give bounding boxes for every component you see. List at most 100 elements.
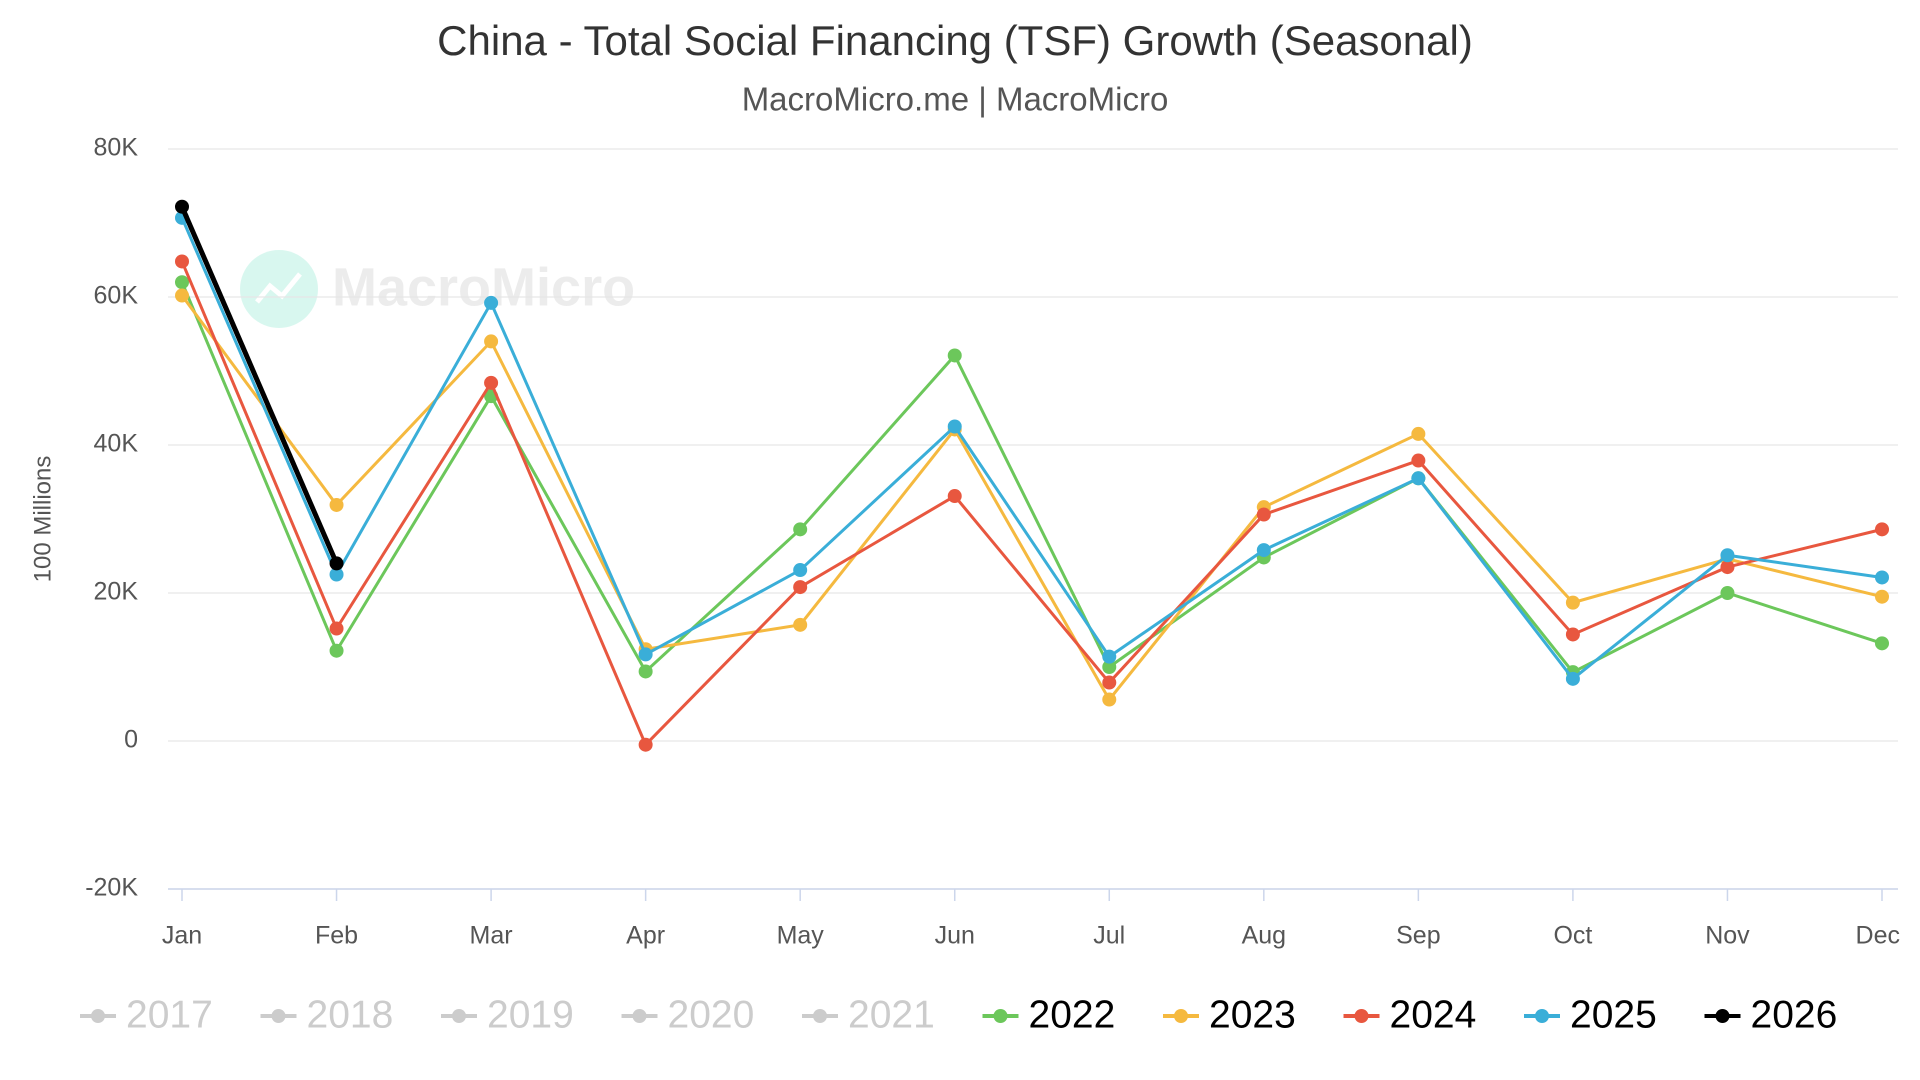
legend-label: 2019	[487, 993, 574, 1036]
data-point	[329, 643, 344, 658]
legend-label: 2020	[668, 993, 755, 1036]
data-point	[1875, 522, 1889, 537]
series-line	[179, 205, 339, 565]
data-point	[1720, 548, 1735, 563]
series-line	[180, 260, 1883, 748]
series	[175, 199, 344, 571]
data-point	[1565, 671, 1580, 686]
legend-label: 2018	[307, 993, 394, 1036]
data-point	[329, 497, 344, 512]
data-point	[1256, 543, 1271, 558]
data-point	[1875, 570, 1889, 585]
data-point	[947, 348, 962, 363]
y-tick-label: 40K	[94, 430, 139, 458]
legend-item: 2024	[1343, 993, 1477, 1036]
legend-item: 2020	[621, 993, 755, 1036]
legend-label: 2022	[1029, 993, 1116, 1036]
data-point	[1875, 636, 1889, 651]
x-tick-label: Apr	[626, 922, 665, 950]
watermark-logo	[240, 250, 318, 328]
data-point	[1411, 426, 1426, 441]
series-line	[180, 281, 1883, 675]
legend-marker	[632, 1009, 647, 1023]
data-point	[484, 334, 499, 349]
y-tick-label: 60K	[94, 282, 139, 310]
legend-marker	[1715, 1009, 1730, 1023]
legend-label: 2021	[848, 993, 935, 1036]
data-point	[793, 522, 808, 537]
legend-marker	[1174, 1009, 1188, 1023]
data-point	[947, 419, 962, 434]
y-tick-label: 0	[124, 726, 138, 754]
data-point	[1565, 627, 1580, 642]
chart-title: China - Total Social Financing (TSF) Gro…	[437, 17, 1473, 64]
data-point	[638, 737, 653, 752]
chart-subtitle: MacroMicro.me | MacroMicro	[742, 81, 1169, 118]
data-point	[329, 621, 344, 636]
data-point	[793, 563, 808, 578]
data-point	[1875, 589, 1889, 604]
data-point	[638, 647, 653, 662]
y-tick-label: 20K	[94, 578, 139, 606]
x-tick-label: Aug	[1242, 922, 1286, 950]
x-tick-label: Dec	[1856, 922, 1900, 950]
data-point	[484, 295, 499, 310]
data-point	[1411, 471, 1426, 486]
data-point	[329, 556, 344, 571]
legend-label: 2024	[1390, 993, 1477, 1036]
legend-marker	[993, 1009, 1008, 1023]
watermark-text: MacroMicro	[332, 257, 635, 317]
data-point	[1411, 453, 1426, 468]
legend-marker	[1354, 1009, 1369, 1023]
x-tick-label: Sep	[1396, 922, 1440, 950]
x-tick-label: Oct	[1553, 922, 1592, 950]
data-point	[1256, 507, 1271, 522]
legend-label: 2017	[126, 993, 213, 1036]
data-point	[1102, 660, 1117, 674]
legend-item: 2023	[1163, 993, 1296, 1036]
data-point	[1720, 586, 1735, 600]
legend-marker	[452, 1009, 466, 1023]
data-point	[175, 275, 189, 290]
legend-label: 2026	[1751, 993, 1838, 1036]
series	[175, 254, 1889, 752]
data-point	[175, 199, 189, 214]
legend-item: 2021	[802, 993, 935, 1036]
x-tick-label: Mar	[470, 922, 513, 950]
legend-item: 2025	[1524, 993, 1657, 1036]
x-tick-label: Jun	[935, 922, 975, 950]
series-line	[180, 294, 1883, 703]
data-point	[638, 664, 653, 679]
data-point	[484, 375, 499, 390]
data-point	[1102, 649, 1117, 664]
data-point	[1565, 595, 1580, 610]
y-axis-label: 100 Millions	[29, 456, 56, 583]
data-point	[947, 489, 962, 504]
legend-item: 2019	[441, 993, 574, 1036]
data-point	[329, 567, 344, 582]
x-tick-label: Nov	[1705, 922, 1750, 950]
data-point	[1720, 560, 1735, 575]
series	[175, 288, 1889, 707]
data-point	[793, 580, 808, 595]
legend-marker	[1535, 1009, 1549, 1023]
legend-item: 2017	[80, 993, 213, 1036]
legend-label: 2023	[1209, 993, 1296, 1036]
watermark: MacroMicro	[240, 250, 635, 328]
x-tick-label: Feb	[315, 922, 358, 950]
data-point	[1102, 675, 1117, 690]
legend-label: 2025	[1570, 993, 1657, 1036]
legend-item: 2018	[260, 993, 394, 1036]
x-tick-label: Jul	[1093, 922, 1125, 950]
legend-item: 2022	[982, 993, 1116, 1036]
y-tick-label: -20K	[85, 874, 138, 902]
data-point	[175, 254, 189, 269]
data-point	[175, 288, 189, 303]
legend-marker	[91, 1009, 105, 1023]
series	[175, 210, 1889, 686]
legend-item: 2026	[1704, 993, 1838, 1036]
y-tick-label: 80K	[94, 134, 139, 162]
watermark-icon	[255, 272, 302, 304]
x-tick-label: Jan	[162, 922, 202, 950]
